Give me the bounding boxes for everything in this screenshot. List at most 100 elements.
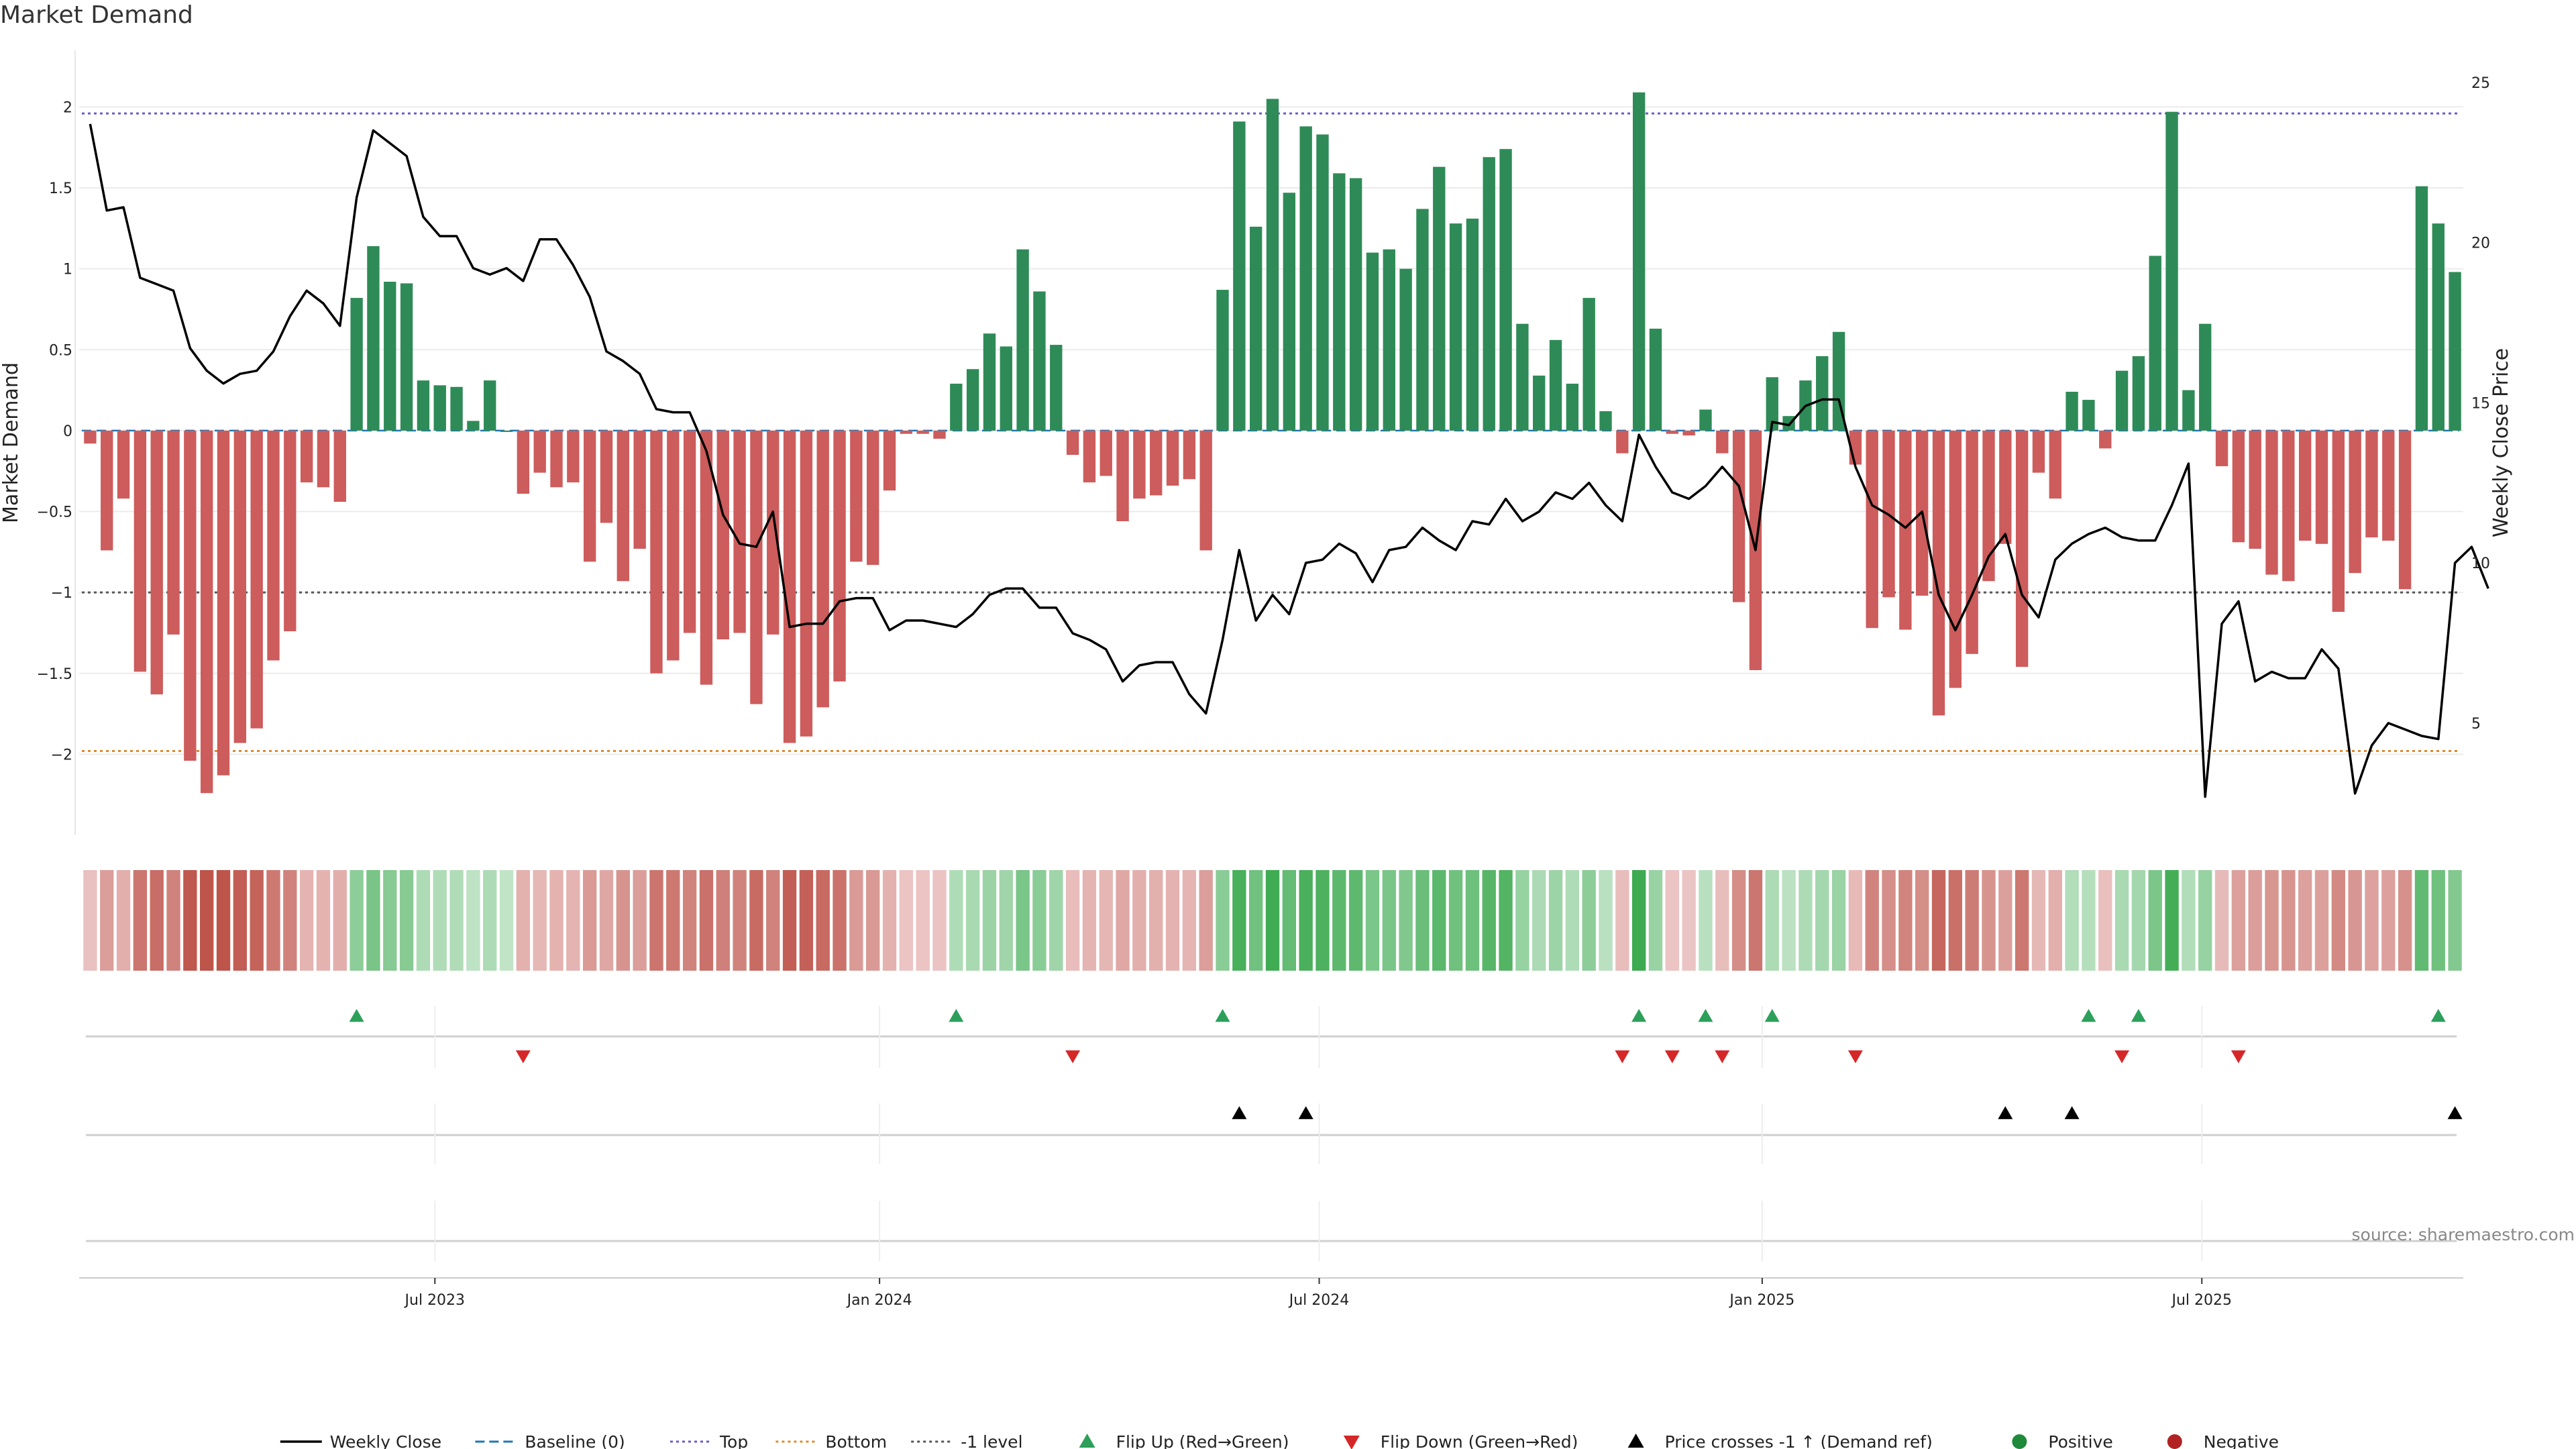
demand-bar [2249,430,2261,549]
demand-bar [2215,430,2229,466]
demand-bar [1832,331,1845,431]
heat-cell [1299,870,1313,971]
demand-bar [933,430,946,439]
heat-cell [366,870,380,971]
demand-bar [1582,298,1595,431]
heat-cell [283,870,297,971]
heat-cell [2082,870,2096,971]
heat-cell [816,870,830,971]
heat-cell [1982,870,1996,971]
heat-cell [2398,870,2412,971]
demand-bar [2349,430,2361,574]
heat-cell [1815,870,1829,971]
demand-bar [900,430,913,434]
y-tick-label: 1 [63,262,72,278]
demand-bar [2015,430,2029,667]
heat-cell [599,870,614,971]
heat-cell [150,870,164,971]
heat-cell [1049,870,1063,971]
heat-cell [566,870,580,971]
demand-bar [533,430,546,473]
heat-cell [433,870,447,971]
demand-bar [1383,249,1395,431]
heat-cell [1016,870,1030,971]
legend-swatch [1079,1434,1095,1448]
legend-item: Weekly Close [280,1432,441,1449]
heat-cell [1665,870,1679,971]
demand-bar [233,430,247,743]
demand-bar [850,430,863,562]
heat-cell [1648,870,1663,971]
legend-item: Price crosses -1 ↑ (Demand ref) [1627,1432,1933,1449]
heat-cell [1599,870,1613,971]
heat-cell [549,870,564,971]
demand-bar [1966,430,1978,654]
demand-bar [1899,430,1912,630]
demand-bar [650,430,663,674]
demand-bar [700,430,713,685]
demand-bar [317,430,330,488]
heat-cell [1515,870,1529,971]
heat-cell [266,870,280,971]
heat-cell [2381,870,2396,971]
flip-up-marker [1215,1009,1230,1022]
demand-bar [1349,178,1362,431]
demand-bar [1116,430,1129,521]
heat-cell [399,870,414,971]
demand-bar [2432,223,2445,431]
demand-bar [1666,430,1678,434]
demand-bar [217,430,230,775]
legend-label: Bottom [825,1432,887,1449]
demand-bar [201,430,213,794]
demand-bar [384,281,396,431]
y-axis-label: Market Demand [0,362,23,523]
heat-cell [682,870,697,971]
heat-cell [766,870,780,971]
heat-cell [1548,870,1563,971]
demand-bar [633,430,646,549]
demand-bar [2032,430,2045,473]
demand-bar [2265,430,2278,575]
heat-cell [833,870,847,971]
heat-cell [2098,870,2112,971]
heat-cell [2282,870,2296,971]
legend: Weekly Close Baseline (0) Top Bottom -1 leve… [280,1432,2279,1449]
demand-bar [333,430,346,502]
heat-cell [1882,870,1896,971]
y-tick-label: −1 [51,585,72,602]
legend-label: -1 level [961,1432,1022,1449]
demand-bar [2365,430,2378,538]
legend-label: Negative [2204,1432,2279,1449]
demand-bar [1732,430,1746,602]
flip-up-marker [2430,1009,2446,1022]
heat-cell [1748,870,1763,971]
heat-cell [1032,870,1046,971]
demand-bar [450,386,463,431]
heat-cell [216,870,231,971]
heat-cell [2048,870,2062,971]
chart-title: Market Demand [0,1,193,29]
demand-bar [1866,430,1878,629]
demand-bar [1183,430,1196,480]
price-cross-marker [2447,1106,2463,1120]
heat-cell [533,870,547,971]
heat-cell [2114,870,2129,971]
flip-down-marker [1847,1050,1863,1063]
demand-bar [1533,375,1546,431]
y2-tick-label: 25 [2471,75,2490,92]
demand-bar [1699,409,1712,431]
heat-cell [1915,870,1929,971]
demand-bar [1050,345,1063,431]
heat-cell [100,870,114,971]
demand-bar [2132,356,2145,431]
heat-cell [633,870,647,971]
flip-up-marker [1764,1009,1780,1022]
heat-cell [516,870,531,971]
demand-bar [716,430,729,640]
demand-bar [600,430,613,523]
demand-bar [667,430,680,661]
heat-cell [83,870,97,971]
x-tick-label: Jul 2025 [2170,1292,2232,1309]
demand-bar [983,333,996,431]
demand-bar [1399,268,1412,431]
